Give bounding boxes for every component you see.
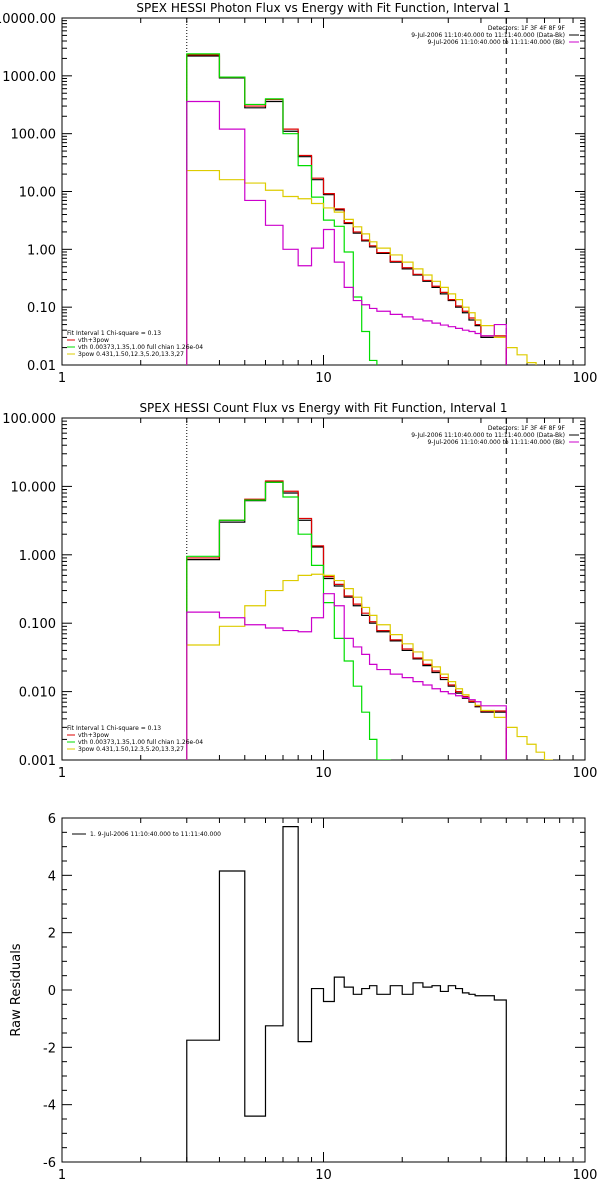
legend-bottom-left-text: vth+3pow <box>78 732 109 739</box>
x-tick-label: 1 <box>58 1168 66 1183</box>
y-tick-label: 1000.00 <box>2 70 56 85</box>
y-tick-label: -2 <box>43 1041 56 1056</box>
x-tick-label: 100 <box>573 766 598 781</box>
chart-panel-3: 1 10 100 -6 -4 -2 0 2 4 6 Raw Residuals 1. 9-Jul-20… <box>9 812 597 1183</box>
legend-top-right-text: 9-Jul-2006 11:10:40.000 to 11:11:40.000 … <box>427 39 565 46</box>
series-group <box>186 53 537 365</box>
chart-panel-2: SPEX HESSI Count Flux vs Energy with Fit… <box>2 401 597 781</box>
y-tick-label: 10.000 <box>11 480 57 495</box>
chart-panel-1: SPEX HESSI Photon Flux vs Energy with Fi… <box>0 1 597 386</box>
legend-top-left-text: 1. 9-Jul-2006 11:10:40.000 to 11:11:40.0… <box>90 831 221 838</box>
legend-bottom-left-text: 3pow 0.431,1.50,12.3,5.20,13.3,27 <box>78 746 184 753</box>
x-tick-label: 10 <box>315 371 332 386</box>
x-tick-label: 100 <box>573 371 598 386</box>
y-tick-label: 0 <box>48 984 56 999</box>
legend-top-right-text: Detectors: 1F 3F 4F 8F 9F <box>488 25 566 32</box>
series-line-5 <box>186 100 507 365</box>
legend-bottom-left-text: vth 0.00373,1.35,1.00 full chian 1.26e-0… <box>78 739 203 746</box>
y-tick-label: 10.00 <box>19 186 56 201</box>
legend-bottom-left-text: vth+3pow <box>78 337 109 344</box>
legend-bottom-left-text: Fit Interval 1 Chi-square = 0.13 <box>67 330 161 337</box>
series-line-2 <box>186 54 507 365</box>
y-tick-label: 0.100 <box>19 617 56 632</box>
y-tick-label: 4 <box>48 869 56 884</box>
x-tick-label: 1 <box>58 371 66 386</box>
legend-bottom-left-text: Fit Interval 1 Chi-square = 0.13 <box>67 725 161 732</box>
y-tick-label: 10000.00 <box>0 12 56 27</box>
series-group <box>186 826 507 1162</box>
y-tick-label: 2 <box>48 927 56 942</box>
y-tick-label: -6 <box>43 1156 56 1171</box>
chart-title: SPEX HESSI Count Flux vs Energy with Fit… <box>139 401 507 415</box>
y-tick-label: 6 <box>48 812 56 827</box>
y-tick-label: 0.10 <box>27 301 56 316</box>
legend-top-right-text: Detectors: 1F 3F 4F 8F 9F <box>488 425 566 432</box>
legend-bottom-left-text: 3pow 0.431,1.50,12.3,5.20,13.3,27 <box>78 351 184 358</box>
y-tick-label: 100.00 <box>11 128 57 143</box>
series-line-1 <box>186 481 507 760</box>
x-tick-label: 100 <box>573 1168 598 1183</box>
y-tick-label: 1.000 <box>19 549 56 564</box>
series-line-3 <box>186 53 378 365</box>
legend-bottom-left-text: vth 0.00373,1.35,1.00 full chian 1.26e-0… <box>78 344 203 351</box>
series-line-4 <box>186 573 553 760</box>
series-line-3 <box>186 481 391 760</box>
series-line-4 <box>186 169 537 365</box>
legend-top-right-text: 9-Jul-2006 11:10:40.000 to 11:11:40.000 … <box>427 439 565 446</box>
legend-top-right-text: 9-Jul-2006 11:10:40.000 to 11:11:40.000 … <box>411 32 565 39</box>
y-tick-label: 100.000 <box>2 412 56 427</box>
y-tick-label: -4 <box>43 1099 56 1114</box>
y-tick-label: 0.001 <box>19 754 56 769</box>
y-tick-label: 0.010 <box>19 686 56 701</box>
x-tick-label: 10 <box>315 1168 332 1183</box>
y-axis-label: Raw Residuals <box>9 943 24 1036</box>
series-line-1 <box>186 826 507 1162</box>
y-tick-label: 1.00 <box>27 243 56 258</box>
y-tick-label: 0.01 <box>27 359 56 374</box>
legend-top-right-text: 9-Jul-2006 11:10:40.000 to 11:11:40.000 … <box>411 432 565 439</box>
series-line-5 <box>186 593 507 760</box>
x-tick-label: 1 <box>58 766 66 781</box>
series-group <box>186 480 553 760</box>
series-line-1 <box>186 55 507 365</box>
x-tick-label: 10 <box>315 766 332 781</box>
series-line-2 <box>186 480 507 760</box>
chart-title: SPEX HESSI Photon Flux vs Energy with Fi… <box>136 1 510 15</box>
